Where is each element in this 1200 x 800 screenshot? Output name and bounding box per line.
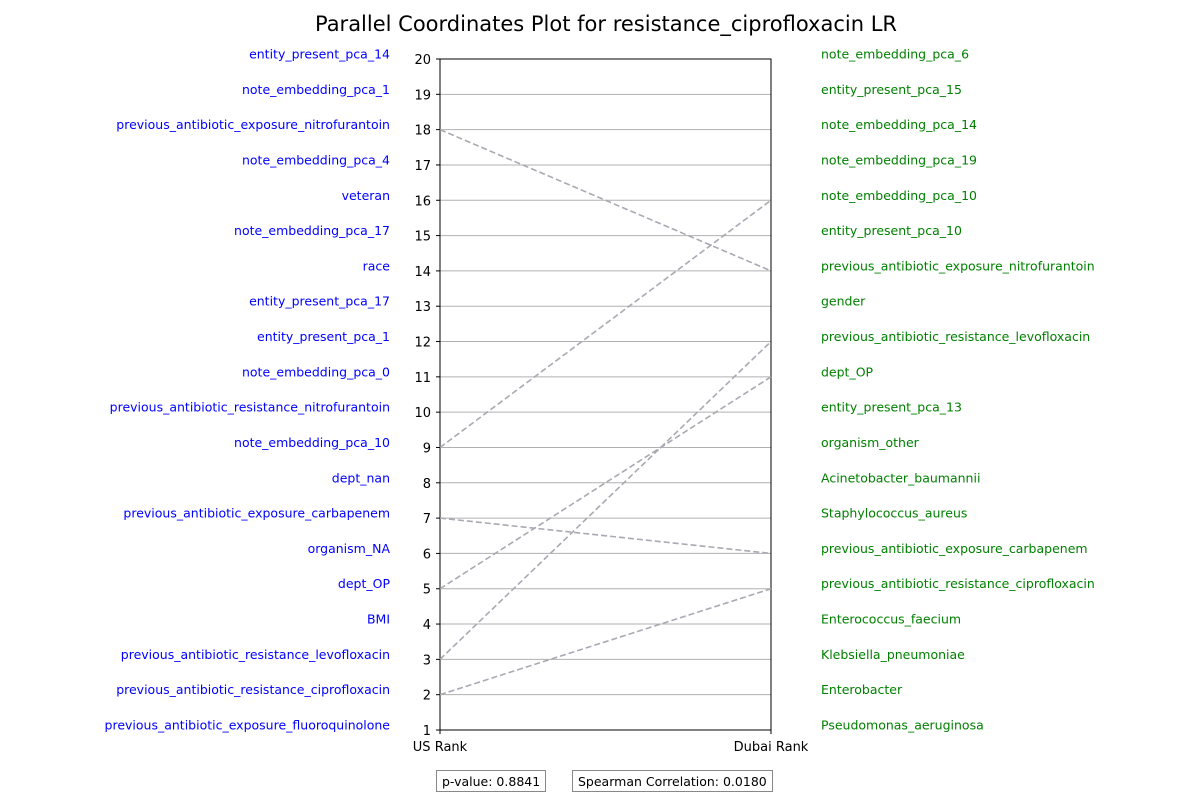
spearman-correlation-box: Spearman Correlation: 0.0180 (572, 770, 773, 792)
dubai-feature-label: entity_present_pca_13 (821, 400, 962, 415)
dubai-feature-label: organism_other (821, 435, 920, 450)
us-feature-label: entity_present_pca_17 (249, 294, 390, 309)
y-tick-label: 4 (423, 618, 431, 633)
us-feature-label: dept_nan (332, 470, 390, 485)
us-feature-label: note_embedding_pca_1 (242, 82, 390, 97)
dubai-feature-label: dept_OP (821, 364, 874, 379)
y-tick-label: 11 (414, 371, 431, 386)
rank-connection-line (439, 199, 772, 449)
us-feature-label: note_embedding_pca_4 (242, 152, 390, 167)
rank-connection-line (439, 517, 772, 555)
y-tick-label: 17 (414, 159, 431, 174)
us-feature-label: entity_present_pca_14 (249, 47, 390, 62)
us-feature-label: note_embedding_pca_17 (234, 223, 390, 238)
y-tick-label: 5 (423, 583, 431, 598)
y-tick-label: 7 (423, 512, 431, 527)
dubai-feature-label: Staphylococcus_aureus (821, 506, 967, 521)
dubai-feature-label: previous_antibiotic_exposure_carbapenem (821, 541, 1088, 556)
us-rank-axis-label: US Rank (413, 740, 468, 755)
us-feature-label: organism_NA (308, 541, 391, 556)
y-tick-label: 19 (414, 88, 431, 103)
us-feature-label: note_embedding_pca_10 (234, 435, 390, 450)
us-feature-label: BMI (367, 612, 390, 627)
y-tick-label: 16 (414, 194, 431, 209)
rank-connection-line (439, 587, 772, 696)
y-tick-label: 9 (423, 441, 431, 456)
y-tick-label: 14 (414, 265, 431, 280)
us-feature-label: dept_OP (338, 576, 391, 591)
dubai-feature-label: note_embedding_pca_19 (821, 152, 977, 167)
us-feature-label: previous_antibiotic_exposure_fluoroquino… (105, 718, 391, 733)
dubai-feature-label: Acinetobacter_baumannii (821, 470, 980, 485)
us-feature-label: previous_antibiotic_exposure_nitrofurant… (116, 117, 390, 132)
dubai-feature-label: Pseudomonas_aeruginosa (821, 718, 984, 733)
y-tick-label: 15 (414, 230, 431, 245)
dubai-feature-label: Enterobacter (821, 682, 903, 697)
y-tick-label: 2 (423, 689, 431, 704)
y-tick-label: 6 (423, 547, 431, 562)
y-tick-label: 3 (423, 653, 431, 668)
y-tick-label: 18 (414, 124, 431, 139)
us-feature-label: note_embedding_pca_0 (242, 364, 390, 379)
us-feature-label: race (363, 258, 391, 273)
rank-connection-line (439, 376, 772, 590)
p-value-box: p-value: 0.8841 (436, 770, 547, 792)
dubai-feature-label: previous_antibiotic_exposure_nitrofurant… (821, 258, 1095, 273)
us-feature-label: previous_antibiotic_exposure_carbapenem (123, 506, 390, 521)
y-tick-label: 12 (414, 336, 431, 351)
dubai-feature-label: previous_antibiotic_resistance_ciproflox… (821, 576, 1095, 591)
dubai-feature-label: note_embedding_pca_14 (821, 117, 977, 132)
us-feature-label: previous_antibiotic_resistance_nitrofura… (110, 400, 390, 415)
y-tick-label: 1 (423, 724, 431, 739)
dubai-feature-label: note_embedding_pca_6 (821, 47, 969, 62)
us-feature-label: previous_antibiotic_resistance_levofloxa… (121, 647, 390, 662)
dubai-feature-label: entity_present_pca_15 (821, 82, 962, 97)
rank-connection-line (439, 340, 772, 660)
y-tick-label: 13 (414, 300, 431, 315)
rank-connection-line (439, 128, 772, 272)
y-tick-label: 10 (414, 406, 431, 421)
us-feature-label: entity_present_pca_1 (257, 329, 390, 344)
plot-frame (439, 58, 772, 731)
y-tick-label: 20 (414, 53, 431, 68)
us-feature-label: previous_antibiotic_resistance_ciproflox… (116, 682, 390, 697)
chart-title: Parallel Coordinates Plot for resistance… (315, 12, 897, 37)
dubai-feature-label: note_embedding_pca_10 (821, 188, 977, 203)
dubai-feature-label: previous_antibiotic_resistance_levofloxa… (821, 329, 1090, 344)
us-feature-label: veteran (342, 188, 390, 203)
dubai-feature-label: Enterococcus_faecium (821, 612, 961, 627)
dubai-feature-label: entity_present_pca_10 (821, 223, 962, 238)
dubai-feature-label: Klebsiella_pneumoniae (821, 647, 965, 662)
y-tick-label: 8 (423, 477, 431, 492)
dubai-rank-axis-label: Dubai Rank (734, 740, 809, 755)
dubai-feature-label: gender (821, 294, 866, 309)
